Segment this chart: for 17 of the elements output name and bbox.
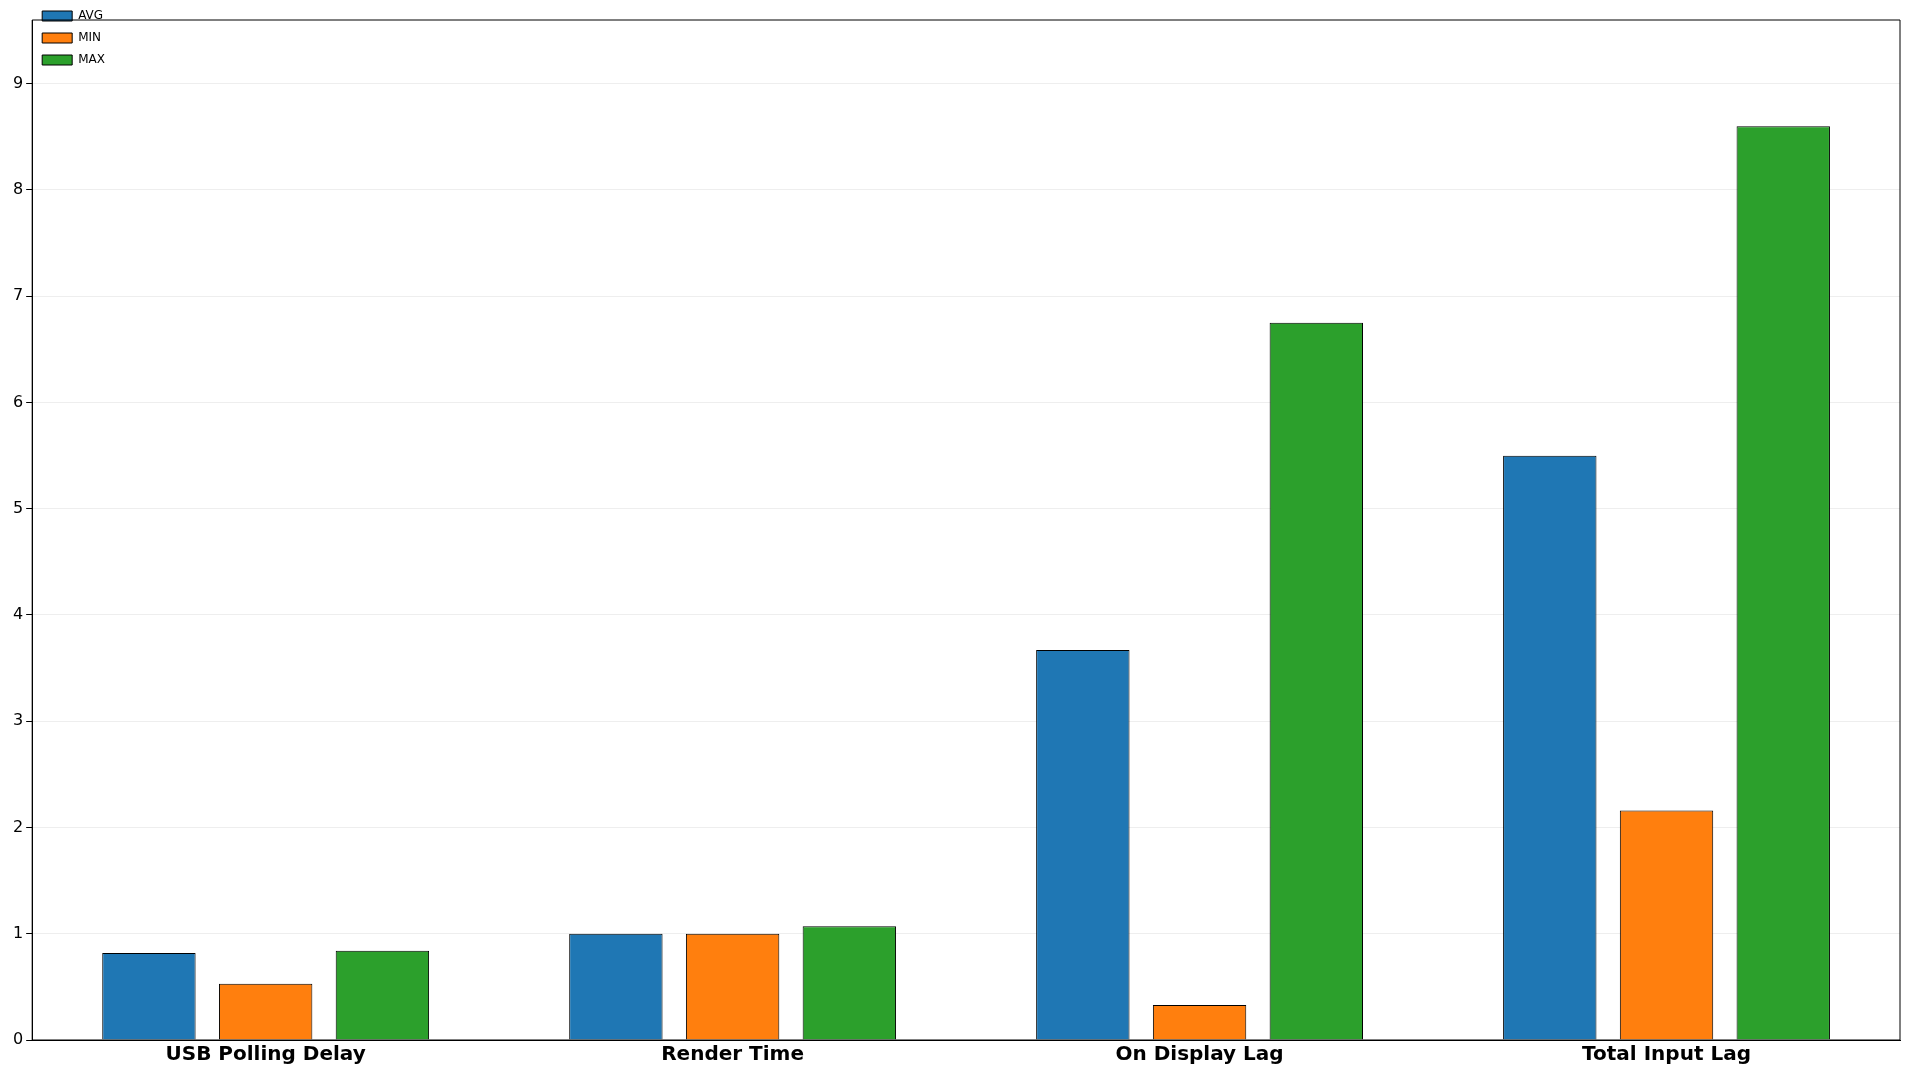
y-tick-label: 3: [12, 710, 24, 730]
y-tick-label: 4: [12, 604, 24, 624]
y-tick-label: 2: [12, 816, 24, 836]
legend-label: AVG: [78, 8, 104, 23]
y-tick-label: 6: [12, 391, 24, 411]
x-tick-label: Total Input Lag: [1582, 1041, 1751, 1066]
y-tick-label: 9: [12, 72, 24, 92]
y-tick-label: 8: [12, 179, 24, 199]
x-tick-label: USB Polling Delay: [165, 1041, 366, 1066]
y-tick-label: 1: [12, 922, 24, 942]
x-tick-label: Render Time: [661, 1041, 805, 1066]
y-tick-label: 5: [12, 497, 24, 517]
legend-label: MAX: [78, 52, 105, 67]
y-tick-label: 0: [12, 1029, 24, 1049]
legend-label: MIN: [78, 30, 102, 45]
x-tick-label: On Display Lag: [1115, 1041, 1284, 1066]
y-tick-label: 7: [12, 285, 24, 305]
